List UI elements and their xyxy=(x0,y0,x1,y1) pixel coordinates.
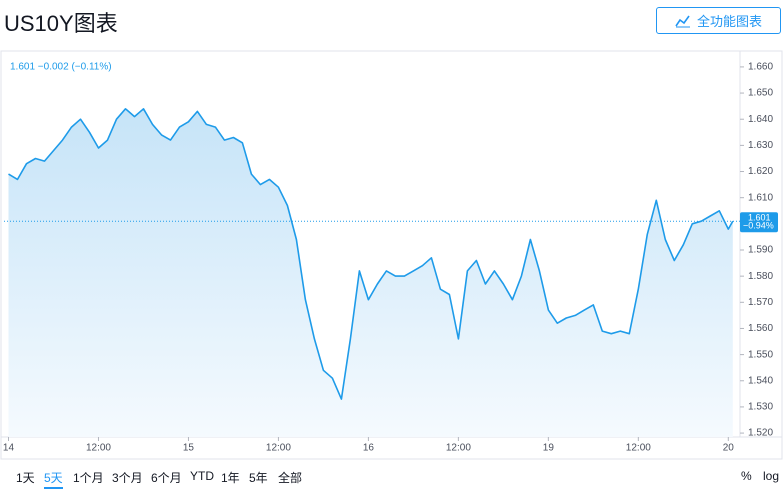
x-tick-label: 20 xyxy=(723,443,735,454)
chart: 1.601 −0.002 (−0.11%) 1.520 1.530 1.540 1.5… xyxy=(0,50,783,460)
last-price-label: 1.601 xyxy=(748,213,771,223)
y-tick-label: 1.650 xyxy=(748,88,773,99)
x-tick-label: 12:00 xyxy=(266,443,291,454)
x-tick-label: 12:00 xyxy=(86,443,111,454)
y-tick-label: 1.620 xyxy=(748,166,773,177)
y-tick-label: 1.660 xyxy=(748,62,773,73)
y-tick-label: 1.640 xyxy=(748,114,773,125)
range-button[interactable]: 1年 xyxy=(221,471,240,485)
range-button[interactable]: YTD xyxy=(190,469,214,483)
scale-option[interactable]: log xyxy=(763,469,780,483)
scale-option[interactable]: % xyxy=(741,469,752,483)
x-tick-label: 15 xyxy=(183,443,195,454)
y-tick-label: 1.630 xyxy=(748,140,773,151)
y-tick-label: 1.550 xyxy=(748,349,773,360)
range-button[interactable]: 5年 xyxy=(249,471,268,485)
button-label: 全功能图表 xyxy=(696,14,762,29)
y-tick-label: 1.570 xyxy=(748,297,773,308)
range-button[interactable]: 全部 xyxy=(278,471,303,485)
y-tick-label: 1.540 xyxy=(748,375,773,386)
last-price-badge xyxy=(740,212,778,233)
range-button[interactable]: 5天 xyxy=(44,469,63,489)
x-tick-label: 19 xyxy=(543,443,555,454)
y-tick-label: 1.560 xyxy=(748,323,773,334)
price-line xyxy=(8,108,734,400)
y-tick-label: 1.530 xyxy=(748,402,773,413)
y-tick-label: 1.610 xyxy=(748,192,773,203)
last-change-label: −0.94% xyxy=(743,221,774,231)
page-title: US10Y图表 xyxy=(4,11,118,36)
range-button[interactable]: 3个月 xyxy=(112,471,143,485)
toolbar: 1天 5天 1个月 3个月 6个月 YTD 1年 5年 全部% log xyxy=(0,463,783,489)
chart-icon xyxy=(675,15,690,27)
full-chart-button[interactable]: 全功能图表 xyxy=(656,7,781,34)
range-button[interactable]: 6个月 xyxy=(151,471,182,485)
area-fill xyxy=(8,108,733,438)
y-tick-label: 1.520 xyxy=(748,428,773,439)
x-tick-label: 14 xyxy=(3,443,15,454)
legend-text: 1.601 −0.002 (−0.11%) xyxy=(10,62,112,73)
range-button[interactable]: 1个月 xyxy=(73,471,104,485)
y-tick-label: 1.580 xyxy=(748,271,773,282)
x-tick-label: 12:00 xyxy=(626,443,651,454)
y-tick-label: 1.590 xyxy=(748,245,773,256)
x-tick-label: 16 xyxy=(363,443,375,454)
chart-frame xyxy=(0,50,783,460)
range-button[interactable]: 1天 xyxy=(16,471,35,485)
x-tick-label: 12:00 xyxy=(446,443,471,454)
